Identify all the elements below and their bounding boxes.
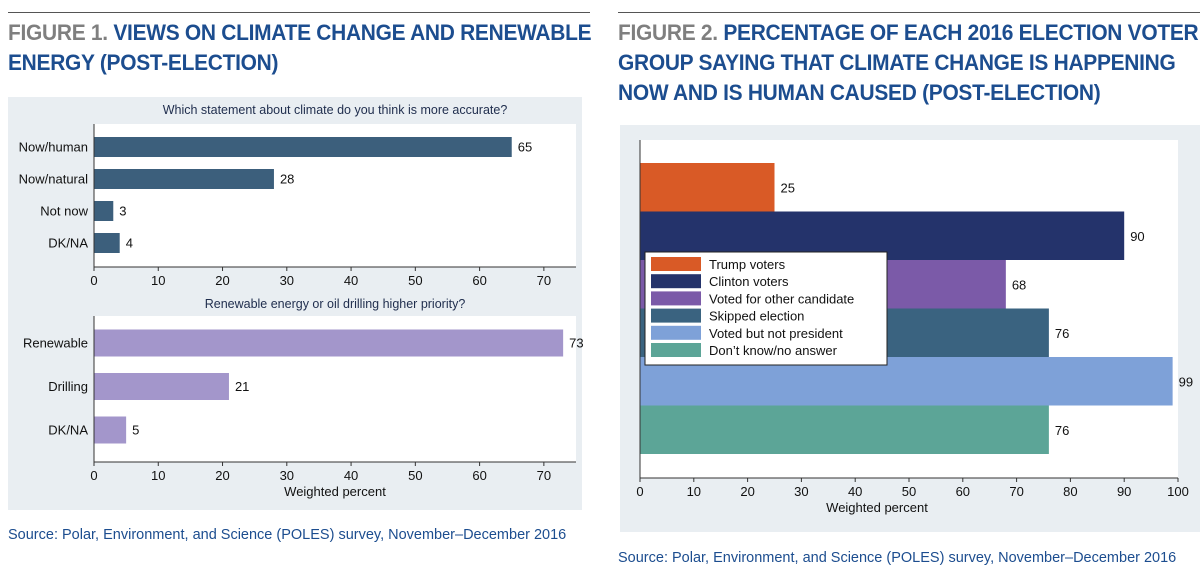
figure-2-value-label: 68 bbox=[1012, 277, 1026, 292]
figure-2-chart: 25 90 68 76 99 76 0 10 20 30 40 50 60 70 80 90 100 Weight… bbox=[620, 125, 1200, 532]
figure-1-chart-1-x-tick-label: 60 bbox=[472, 273, 486, 288]
figure-2-source: Source: Polar, Environment, and Science … bbox=[618, 550, 1177, 566]
figure-2-legend-swatch bbox=[651, 291, 701, 306]
figure-1-chart-1-x-tick-label: 20 bbox=[215, 273, 229, 288]
figure-2-legend-label: Clinton voters bbox=[709, 274, 789, 289]
figure-2-x-tick-label: 90 bbox=[1117, 484, 1131, 499]
figure-2-x-tick-label: 80 bbox=[1063, 484, 1077, 499]
figure-2-x-tick-label: 60 bbox=[956, 484, 970, 499]
figure-2-x-axis-title: Weighted percent bbox=[826, 500, 928, 515]
figure-1-title-line-2: ENERGY (POST-ELECTION) bbox=[8, 50, 279, 75]
figure-2-title-text-1: PERCENTAGE OF EACH 2016 ELECTION VOTER bbox=[723, 20, 1199, 45]
figure-1-chart-1-value-label: 4 bbox=[126, 236, 133, 251]
figure-1-chart-2-bar bbox=[94, 329, 564, 357]
figure-2-x-tick-label: 50 bbox=[902, 484, 916, 499]
figure-1-chart-2-x-tick-label: 60 bbox=[472, 468, 486, 483]
figure-2-x-tick-label: 40 bbox=[848, 484, 862, 499]
figure-1-chart-2-x-tick-label: 40 bbox=[344, 468, 358, 483]
figure-1-number: FIGURE 1. bbox=[8, 20, 108, 45]
figure-2-x-tick-label: 20 bbox=[740, 484, 754, 499]
figure-1-chart-1-value-label: 65 bbox=[518, 140, 532, 155]
figure-1-chart-2-category-label: DK/NA bbox=[48, 423, 88, 438]
figure-2-x-tick-label: 0 bbox=[636, 484, 643, 499]
figure-1-chart-2-subtitle: Renewable energy or oil drilling higher … bbox=[205, 297, 466, 311]
figure-1-title-line-1: FIGURE 1. VIEWS ON CLIMATE CHANGE AND RE… bbox=[8, 18, 592, 48]
figure-1-chart-1-category-label: DK/NA bbox=[48, 236, 88, 251]
figure-1-chart-1-x-tick-label: 50 bbox=[408, 273, 422, 288]
figure-2-bar bbox=[640, 405, 1049, 454]
figure-1-chart-1-x-tick-label: 40 bbox=[344, 273, 358, 288]
figure-2-x-tick-label: 70 bbox=[1009, 484, 1023, 499]
figure-1-rule bbox=[8, 12, 590, 13]
figure-1-chart-2-category-label: Renewable bbox=[23, 336, 88, 351]
figure-1-chart-2-x-tick-label: 50 bbox=[408, 468, 422, 483]
figure-2-rule bbox=[618, 12, 1200, 13]
figure-1-chart-2-x-axis-title: Weighted percent bbox=[284, 484, 386, 499]
figure-1-chart-1-x-tick-label: 10 bbox=[151, 273, 165, 288]
figure-1-chart-2-x-tick-label: 10 bbox=[151, 468, 165, 483]
figure-2-value-label: 25 bbox=[781, 180, 795, 195]
figure-1-chart-1-x-tick-label: 0 bbox=[90, 273, 97, 288]
figure-2-title-line-2: GROUP SAYING THAT CLIMATE CHANGE IS HAPP… bbox=[618, 50, 1176, 75]
figure-1-chart: Which statement about climate do you thi… bbox=[8, 97, 584, 510]
figure-1-chart-1-bar bbox=[94, 233, 120, 253]
figure-1-panel: FIGURE 1. VIEWS ON CLIMATE CHANGE AND RE… bbox=[0, 0, 592, 583]
figure-1-title-text-1: VIEWS ON CLIMATE CHANGE AND RENEWABLE bbox=[113, 20, 592, 45]
figure-1-chart-1-category-label: Now/natural bbox=[19, 172, 88, 187]
figure-1-chart-2-x-tick-label: 70 bbox=[537, 468, 551, 483]
figure-2-legend-label: Voted but not president bbox=[709, 326, 843, 341]
figure-1-chart-1-bar bbox=[94, 169, 274, 189]
figure-2-number: FIGURE 2. bbox=[618, 20, 718, 45]
figure-1-chart-2-x-tick-label: 30 bbox=[280, 468, 294, 483]
figure-2-legend-swatch bbox=[651, 325, 701, 340]
figure-2-x-tick-label: 10 bbox=[687, 484, 701, 499]
figure-2-legend-swatch bbox=[651, 308, 701, 323]
figure-1-chart-1-bar bbox=[94, 201, 114, 221]
figure-1-chart-2-value-label: 21 bbox=[235, 379, 249, 394]
figure-2-x-tick-label: 100 bbox=[1167, 484, 1189, 499]
figure-2-legend-swatch bbox=[651, 257, 701, 271]
figure-2-legend-label: Don’t know/no answer bbox=[709, 343, 838, 358]
figure-1-chart-2-category-label: Drilling bbox=[48, 379, 88, 394]
figure-2-legend-label: Trump voters bbox=[709, 257, 786, 272]
figure-1-chart-1-x-tick-label: 70 bbox=[537, 273, 551, 288]
figure-1-title: FIGURE 1. VIEWS ON CLIMATE CHANGE AND RE… bbox=[8, 18, 592, 78]
figure-2-title-line-1: FIGURE 2. PERCENTAGE OF EACH 2016 ELECTI… bbox=[618, 18, 1199, 48]
figure-2-bar bbox=[640, 163, 775, 212]
figure-1-chart-1-value-label: 3 bbox=[119, 204, 126, 219]
figure-2-value-label: 99 bbox=[1179, 374, 1193, 389]
figure-2-legend-swatch bbox=[651, 343, 701, 357]
figure-2-value-label: 76 bbox=[1055, 326, 1069, 341]
figure-2-value-label: 90 bbox=[1130, 229, 1144, 244]
figure-1-chart-1-subtitle: Which statement about climate do you thi… bbox=[163, 103, 508, 117]
figure-1-chart-2-bar bbox=[94, 416, 127, 444]
figure-2-panel: FIGURE 2. PERCENTAGE OF EACH 2016 ELECTI… bbox=[610, 0, 1200, 583]
figure-2-legend-swatch bbox=[651, 274, 701, 289]
figure-1-chart-2-bar bbox=[94, 373, 229, 400]
figure-2-title-line-3: NOW AND IS HUMAN CAUSED (POST-ELECTION) bbox=[618, 80, 1101, 105]
figure-1-chart-1-bar bbox=[94, 137, 512, 157]
figure-1-chart-2-value-label: 5 bbox=[132, 423, 139, 438]
figure-2-x-tick-label: 30 bbox=[794, 484, 808, 499]
figure-1-chart-2-x-tick-label: 0 bbox=[90, 468, 97, 483]
figure-2-legend-label: Voted for other candidate bbox=[709, 291, 854, 306]
figure-1-source: Source: Polar, Environment, and Science … bbox=[8, 527, 567, 543]
figure-1-chart-1-category-label: Now/human bbox=[19, 140, 88, 155]
figure-1-chart-2-value-label: 73 bbox=[569, 336, 583, 351]
figure-1-chart-1-x-tick-label: 30 bbox=[280, 273, 294, 288]
figure-1-chart-1-category-label: Not now bbox=[40, 204, 88, 219]
figure-1-chart-1-value-label: 28 bbox=[280, 172, 294, 187]
figure-1-chart-2-x-tick-label: 20 bbox=[215, 468, 229, 483]
figure-2-value-label: 76 bbox=[1055, 423, 1069, 438]
figure-2-title: FIGURE 2. PERCENTAGE OF EACH 2016 ELECTI… bbox=[618, 18, 1199, 108]
figure-2-legend-label: Skipped election bbox=[709, 309, 804, 324]
